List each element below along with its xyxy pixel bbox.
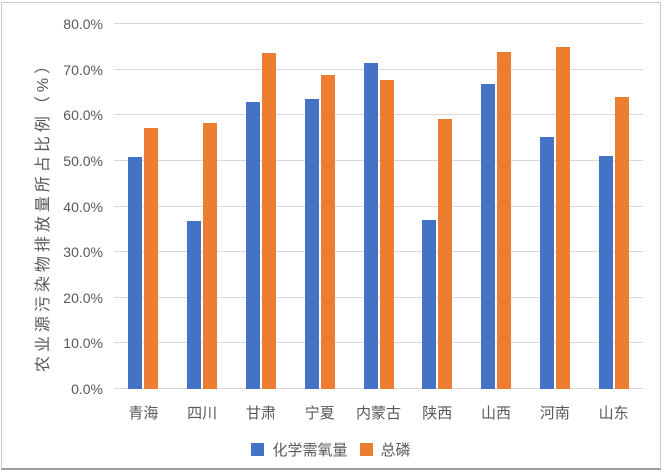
bar-total-phosphorus [614,96,629,389]
legend-item-total-phosphorus: 总磷 [359,439,411,460]
y-tick-label: 60.0% [63,107,103,124]
y-tick-label: 40.0% [63,198,103,215]
bar-total-phosphorus [379,80,394,389]
y-tick-label: 0.0% [71,381,103,397]
gridline [114,23,643,24]
x-tick-label: 内蒙古 [355,405,401,422]
bar-cod [128,157,143,389]
bar-total-phosphorus [497,52,512,389]
bar-group [304,24,335,389]
y-tick-label: 80.0% [63,16,103,32]
bar-cod [539,137,554,389]
x-tick-label: 河南 [539,405,570,422]
plot-area [114,23,643,389]
chart-frame: 农业源污染物排放量所占比例（%） 0.0% 10.0% 20.0% 30.0% 40.0… [1,2,661,470]
x-tick-label: 宁夏 [304,405,335,422]
bar-group [187,24,218,389]
bar-cod [422,220,437,389]
gridline [114,342,643,344]
bar-group [422,24,453,389]
y-tick-label: 30.0% [63,244,103,261]
gridline [114,114,643,116]
x-tick-label: 青海 [128,405,159,422]
legend-label-total-phosphorus: 总磷 [380,442,411,459]
legend-item-cod: 化学需氧量 [251,439,348,460]
bar-group [128,24,159,389]
bar-total-phosphorus [438,119,453,389]
x-tick-label: 陕西 [422,405,453,422]
bar-total-phosphorus [555,46,570,389]
x-tick-label: 甘肃 [245,405,276,422]
bar-total-phosphorus [203,123,218,389]
gridline [114,251,643,253]
bar-cod [363,63,378,389]
bar-cod [187,220,202,389]
y-tick-label: 10.0% [63,335,103,352]
gridline [114,296,643,298]
bar-group [598,24,629,389]
legend-swatch-total-phosphorus-icon [359,443,373,456]
x-tick-label: 山东 [598,405,629,422]
bar-cod [481,84,496,389]
x-axis-line [114,388,643,389]
bar-cod [245,101,260,389]
bar-group [481,24,512,389]
bar-total-phosphorus [320,74,335,389]
bar-group [539,24,570,389]
gridline [114,159,643,161]
legend-swatch-cod-icon [251,443,265,456]
bar-group [245,24,276,389]
y-tick-label: 20.0% [63,289,103,306]
legend: 化学需氧量 总磷 [2,439,660,460]
x-tick-label: 四川 [187,405,218,422]
y-tick-label: 70.0% [63,61,103,78]
x-tick-label: 山西 [481,405,512,422]
bar-cod [598,155,613,389]
bar-group [363,24,394,389]
gridline [114,205,643,207]
bar-total-phosphorus [261,53,276,389]
y-tick-label: 50.0% [63,152,103,169]
bar-cod [304,99,319,389]
legend-label-cod: 化学需氧量 [272,442,348,459]
bar-total-phosphorus [144,128,159,389]
gridline [114,68,643,70]
